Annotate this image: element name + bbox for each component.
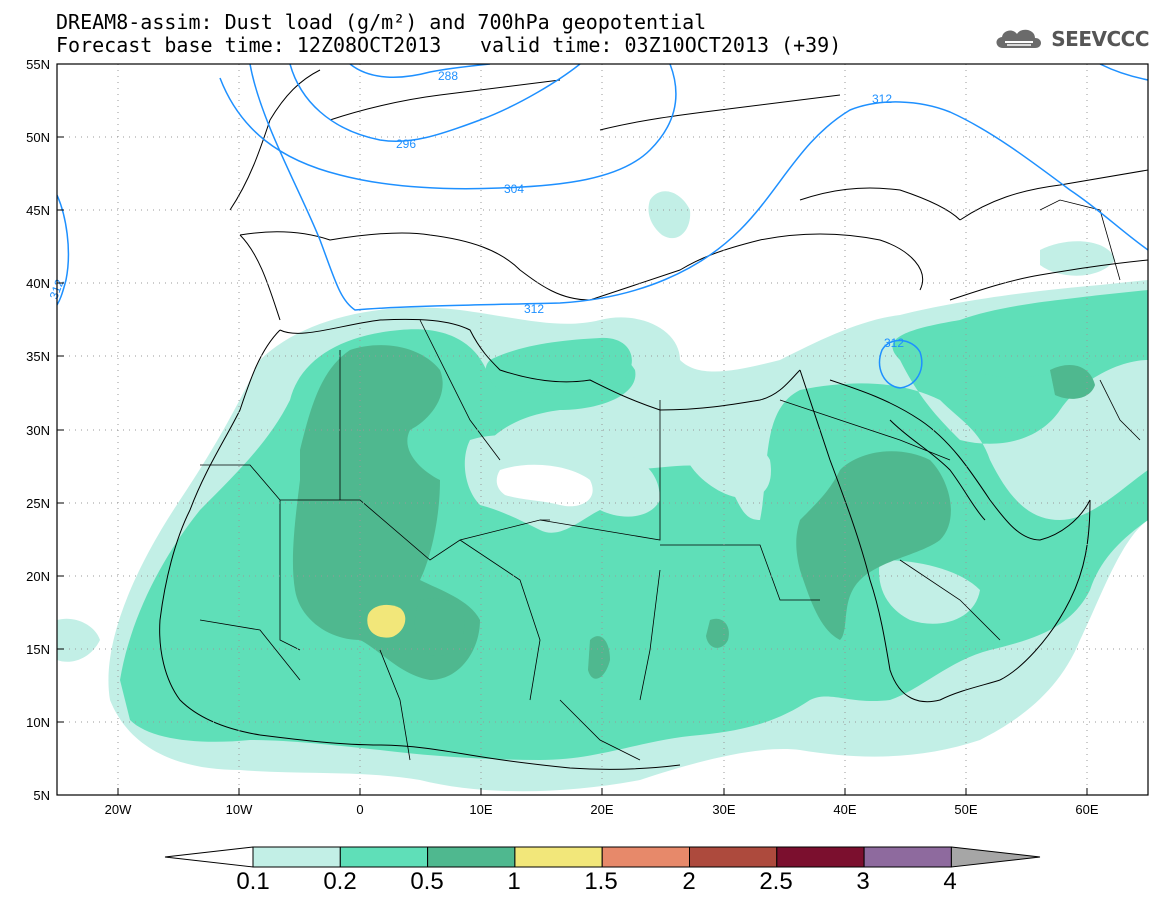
contour-label: 312 bbox=[872, 92, 892, 106]
colorbar-swatch bbox=[427, 846, 516, 868]
dust-dark-spot-sudan bbox=[706, 618, 729, 648]
lon-label: 20W bbox=[105, 802, 132, 817]
coastlines bbox=[159, 69, 1148, 770]
dust-light-inner-egypt bbox=[690, 436, 771, 499]
dust-light-inner-arabia bbox=[879, 560, 980, 624]
colorbar-label: 2.5 bbox=[759, 868, 793, 895]
colorbar-label: 0.5 bbox=[410, 868, 444, 895]
dust-white-inner-libya bbox=[496, 464, 593, 507]
lon-label: 60E bbox=[1075, 802, 1098, 817]
valid-time: valid time: 03Z10OCT2013 (+39) bbox=[480, 33, 842, 57]
lat-label: 40N bbox=[26, 276, 50, 291]
colorbar bbox=[164, 846, 1041, 868]
lon-label: 50E bbox=[954, 802, 977, 817]
dust-medium-area-gulf bbox=[951, 290, 1148, 378]
contour-label: 312 bbox=[524, 302, 544, 316]
lat-label: 50N bbox=[26, 130, 50, 145]
contour-labels: 288 296 304 312 312 312 312 bbox=[47, 69, 905, 350]
dust-light-area-west bbox=[57, 618, 100, 662]
colorbar-label: 1 bbox=[507, 868, 521, 895]
lon-label: 10E bbox=[469, 802, 492, 817]
colorbar-arrow-high bbox=[950, 846, 1041, 868]
lon-label: 0 bbox=[356, 802, 363, 817]
latitude-labels: 55N 50N 45N 40N 35N 30N 25N 20N 15N 10N … bbox=[26, 57, 50, 803]
country-borders bbox=[199, 199, 1141, 761]
colorbar-arrow-low bbox=[164, 846, 254, 868]
longitude-labels: 20W 10W 0 10E 20E 30E 40E 50E 60E bbox=[105, 802, 1099, 817]
colorbar-swatch bbox=[689, 846, 778, 868]
colorbar-label: 1.5 bbox=[584, 868, 618, 895]
colorbar-swatch bbox=[863, 846, 952, 868]
colorbar-label: 0.1 bbox=[236, 868, 270, 895]
dust-medium-area-north bbox=[485, 337, 632, 393]
dust-light-area-turkey bbox=[648, 191, 691, 239]
contour-312-west bbox=[57, 194, 70, 306]
colorbar-swatch bbox=[252, 846, 341, 868]
lon-label: 40E bbox=[833, 802, 856, 817]
contour-label: 304 bbox=[504, 182, 524, 196]
lat-label: 25N bbox=[26, 496, 50, 511]
logo-text: SEEVCCC bbox=[1051, 27, 1149, 51]
dust-dark-spot-arabia bbox=[1050, 365, 1095, 399]
lon-label: 10W bbox=[226, 802, 253, 817]
lat-label: 55N bbox=[26, 57, 50, 72]
lon-label: 20E bbox=[590, 802, 613, 817]
dust-dark-spot-chad bbox=[588, 636, 610, 679]
map-title: DREAM8-assim: Dust load (g/m²) and 700hP… bbox=[56, 10, 707, 34]
contour-label: 296 bbox=[396, 137, 416, 151]
colorbar-swatch bbox=[339, 846, 429, 868]
contour-312-ring bbox=[878, 339, 923, 389]
dust-dark-area-niger bbox=[414, 598, 465, 656]
dust-max-area bbox=[367, 604, 406, 638]
geopotential-contours bbox=[57, 64, 1148, 389]
colorbar-label: 4 bbox=[943, 868, 957, 895]
colorbar-label: 3 bbox=[856, 868, 870, 895]
forecast-base-time: Forecast base time: 12Z08OCT2013 bbox=[56, 33, 442, 57]
contour-288 bbox=[349, 64, 491, 78]
lon-label: 30E bbox=[712, 802, 735, 817]
colorbar-swatch bbox=[776, 846, 865, 868]
lat-ticks bbox=[57, 136, 1088, 795]
contour-label: 288 bbox=[438, 69, 458, 83]
contour-label: 312 bbox=[884, 336, 904, 350]
seevccc-logo: SEEVCCC bbox=[991, 24, 1149, 54]
cloud-icon bbox=[996, 29, 1042, 48]
dust-light-area-arabia bbox=[1040, 241, 1115, 276]
contour-296 bbox=[289, 64, 581, 143]
contour-312-main bbox=[249, 64, 1148, 311]
lat-label: 35N bbox=[26, 349, 50, 364]
lat-label: 30N bbox=[26, 423, 50, 438]
lat-label: 5N bbox=[33, 788, 50, 803]
colorbar-swatch bbox=[601, 846, 691, 868]
colorbar-label: 0.2 bbox=[323, 868, 357, 895]
colorbar-swatch bbox=[514, 846, 603, 868]
lat-label: 15N bbox=[26, 642, 50, 657]
dust-dark-area-sudan bbox=[796, 451, 951, 640]
colorbar-label: 2 bbox=[682, 868, 696, 895]
lat-label: 20N bbox=[26, 569, 50, 584]
dust-fields bbox=[57, 191, 1148, 792]
contour-304 bbox=[219, 64, 677, 190]
lat-label: 10N bbox=[26, 715, 50, 730]
contour-312-ne bbox=[1099, 64, 1148, 81]
lat-label: 45N bbox=[26, 203, 50, 218]
